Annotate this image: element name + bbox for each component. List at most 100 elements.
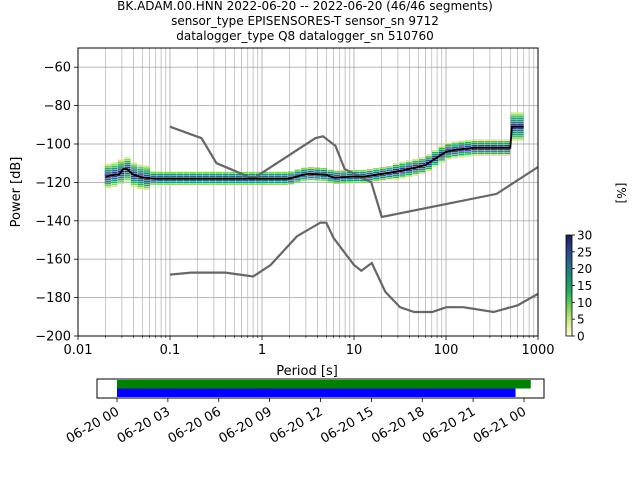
density-cell [307, 167, 314, 169]
density-cell [222, 179, 229, 182]
density-cell [491, 143, 498, 145]
density-cell [176, 171, 183, 174]
mean-curve-layer [105, 125, 524, 180]
density-cell [458, 152, 465, 154]
density-cell [432, 153, 439, 156]
coverage-tick-label: 06-20 06 [166, 404, 224, 446]
density-cell [471, 154, 478, 157]
density-cell [379, 176, 386, 179]
density-cell [301, 169, 308, 172]
density-cell [143, 182, 151, 185]
density-cell [143, 167, 151, 169]
density-cell [504, 148, 511, 151]
density-cell [510, 131, 517, 134]
density-cell [327, 173, 334, 176]
density-cell [143, 186, 151, 189]
density-cell [438, 147, 445, 150]
density-cell [176, 173, 183, 176]
density-cell [163, 181, 170, 183]
density-cell [327, 181, 334, 183]
density-cell [484, 143, 491, 145]
density-cell [255, 179, 262, 182]
density-cell [117, 176, 125, 179]
density-cell [202, 175, 210, 178]
density-cell [176, 183, 183, 185]
density-cell [137, 187, 144, 190]
density-cell [157, 183, 164, 185]
density-cell [150, 179, 157, 181]
density-cell [392, 178, 400, 180]
density-cell [464, 149, 472, 151]
density-cell [340, 170, 347, 172]
density-cell [517, 129, 524, 132]
density-cell [379, 171, 386, 173]
density-cell [438, 161, 445, 163]
density-cell [510, 121, 517, 124]
colorbar-tick-label: 5 [577, 313, 585, 327]
density-cell [202, 181, 210, 183]
density-cell [379, 174, 386, 177]
density-cell [504, 143, 511, 145]
density-cell [294, 171, 301, 173]
density-cell [202, 183, 210, 185]
density-cell [202, 179, 210, 182]
density-cell [124, 166, 131, 169]
density-cell [477, 154, 485, 157]
density-cell [117, 161, 125, 163]
density-cell [235, 181, 242, 183]
density-cell [418, 168, 426, 171]
density-cell [373, 171, 380, 174]
density-cell [386, 173, 393, 176]
density-cell [366, 178, 373, 181]
density-cell [157, 171, 164, 174]
density-cell [504, 144, 511, 147]
density-cell [130, 164, 138, 166]
density-cell [399, 173, 406, 175]
density-cell [288, 182, 295, 185]
density-cell [392, 172, 400, 175]
density-cell [438, 145, 445, 148]
density-cell [405, 164, 413, 166]
density-cell [111, 168, 118, 170]
density-cell [196, 183, 203, 185]
density-cell [517, 127, 524, 130]
density-cell [261, 175, 269, 178]
density-cell [274, 183, 282, 185]
density-cell [124, 180, 131, 182]
density-cell [104, 163, 111, 166]
density-cell [451, 143, 458, 145]
density-cell [491, 144, 498, 147]
density-cell [170, 181, 177, 183]
density-cell [288, 175, 295, 177]
density-cell [333, 170, 341, 173]
density-cell [497, 141, 504, 143]
density-cell [176, 181, 183, 183]
density-cell [399, 167, 406, 169]
density-cell [418, 166, 426, 169]
density-cell [189, 173, 197, 176]
density-cell [405, 169, 413, 172]
density-cell [432, 159, 439, 162]
density-cell [491, 154, 498, 157]
density-cell [451, 141, 458, 143]
density-cell [451, 156, 458, 159]
density-cell [307, 174, 314, 177]
density-cell [366, 171, 373, 173]
density-cell [412, 168, 419, 170]
density-cell [510, 139, 517, 141]
density-cell [274, 181, 282, 183]
density-cell [117, 165, 125, 167]
density-cell [268, 179, 275, 182]
density-cell [464, 141, 472, 144]
density-cell [314, 167, 321, 170]
density-cell [477, 139, 485, 141]
density-cell [183, 175, 190, 178]
density-cell [137, 183, 144, 186]
density-cell [229, 181, 236, 183]
density-cell [346, 177, 354, 180]
density-cell [215, 179, 223, 182]
density-cell [124, 176, 131, 178]
density-cell [261, 183, 269, 185]
grid-layer [77, 48, 538, 337]
